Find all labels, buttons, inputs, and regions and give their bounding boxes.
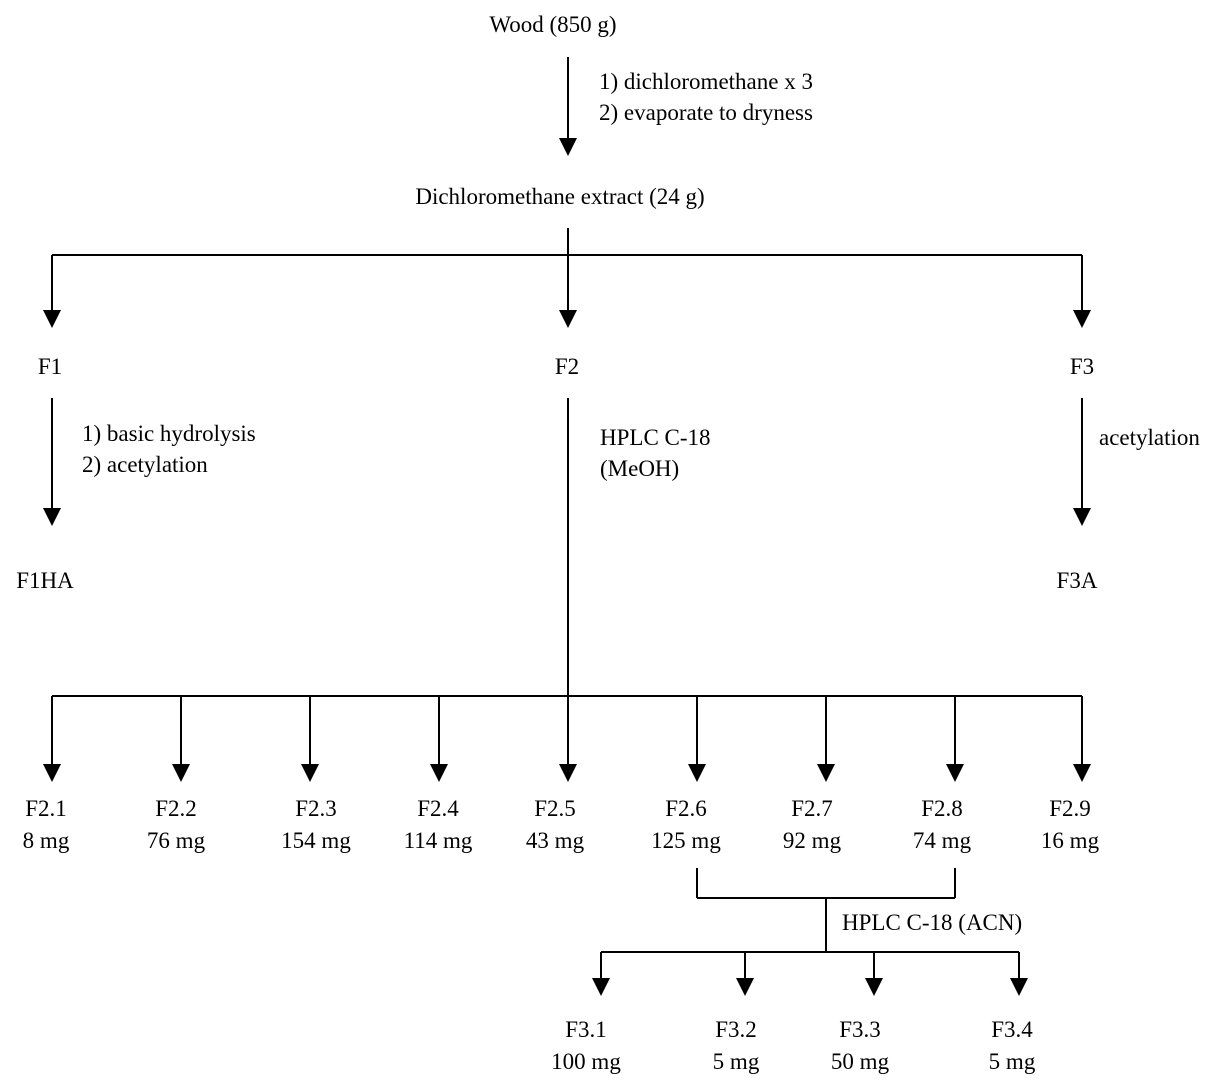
arrowhead-f3-4 (1010, 978, 1028, 996)
extract-node: Dichloromethane extract (24 g) (415, 184, 705, 209)
f2-hplc-solvent: (MeOH) (600, 456, 680, 481)
arrowhead-f2-5 (559, 764, 577, 782)
subfraction-f2-5-name: F2.5 (534, 796, 576, 821)
arrowhead-f2-4 (430, 764, 448, 782)
arrowhead-f3-1 (592, 978, 610, 996)
f3-treatment: acetylation (1099, 425, 1200, 450)
arrowhead-f2 (559, 310, 577, 328)
subfraction-f2-5-mass: 43 mg (525, 828, 585, 853)
arrowhead-f2-8 (946, 764, 964, 782)
arrowhead-f1 (43, 310, 61, 328)
arrowhead-f2-2 (172, 764, 190, 782)
arrowhead-f3 (1073, 310, 1091, 328)
subfraction-f2-8-name: F2.8 (921, 796, 963, 821)
arrowhead-f2-9 (1073, 764, 1091, 782)
subfraction-f3-2-name: F3.2 (715, 1017, 757, 1042)
subfraction-f2-6-mass: 125 mg (651, 828, 721, 853)
recomb-hplc-method: HPLC C-18 (ACN) (842, 910, 1023, 935)
subfraction-f2-8-mass: 74 mg (912, 828, 972, 853)
subfraction-f3-4-name: F3.4 (991, 1017, 1033, 1042)
arrowhead-f3-3 (865, 978, 883, 996)
subfraction-f2-3-name: F2.3 (295, 796, 337, 821)
subfraction-f2-1-name: F2.1 (25, 796, 67, 821)
f2-hplc-method: HPLC C-18 (600, 425, 711, 450)
subfraction-f2-4-name: F2.4 (417, 796, 459, 821)
subfraction-f2-2-name: F2.2 (155, 796, 197, 821)
arrowhead-f3a (1073, 508, 1091, 526)
f1-treatment-step-2: 2) acetylation (82, 452, 208, 477)
fraction-f2: F2 (554, 354, 580, 379)
subfraction-f2-2-mass: 76 mg (146, 828, 206, 853)
fraction-f1: F1 (37, 354, 63, 379)
arrowhead-f2-3 (301, 764, 319, 782)
subfraction-f3-1-name: F3.1 (565, 1017, 607, 1042)
arrowhead-f3-2 (736, 978, 754, 996)
product-f1ha: F1HA (16, 568, 74, 593)
subfraction-f3-1-mass: 100 mg (551, 1049, 621, 1074)
subfraction-f2-3-mass: 154 mg (281, 828, 351, 853)
subfraction-f3-4-mass: 5 mg (988, 1049, 1036, 1074)
subfraction-f3-3-name: F3.3 (839, 1017, 881, 1042)
subfraction-f2-9-mass: 16 mg (1040, 828, 1100, 853)
f1-treatment-step-1: 1) basic hydrolysis (82, 421, 256, 446)
subfraction-f2-1-mass: 8 mg (22, 828, 70, 853)
arrowhead-f2-1 (43, 764, 61, 782)
subfraction-f3-2-mass: 5 mg (712, 1049, 760, 1074)
extraction-step-2: 2) evaporate to dryness (599, 100, 813, 125)
arrowhead-f2-7 (817, 764, 835, 782)
subfraction-f2-6-name: F2.6 (665, 796, 707, 821)
start-node-wood: Wood (850 g) (489, 12, 617, 37)
subfraction-f2-7-mass: 92 mg (782, 828, 842, 853)
subfraction-f2-7-name: F2.7 (791, 796, 833, 821)
arrowhead-f2-6 (688, 764, 706, 782)
arrowhead-extract (559, 138, 577, 156)
extraction-step-1: 1) dichloromethane x 3 (599, 69, 813, 94)
subfraction-f2-9-name: F2.9 (1049, 796, 1091, 821)
arrowhead-f1ha (43, 508, 61, 526)
subfraction-f3-3-mass: 50 mg (830, 1049, 890, 1074)
subfraction-f2-4-mass: 114 mg (403, 828, 473, 853)
product-f3a: F3A (1056, 568, 1098, 593)
fraction-f3: F3 (1069, 354, 1095, 379)
